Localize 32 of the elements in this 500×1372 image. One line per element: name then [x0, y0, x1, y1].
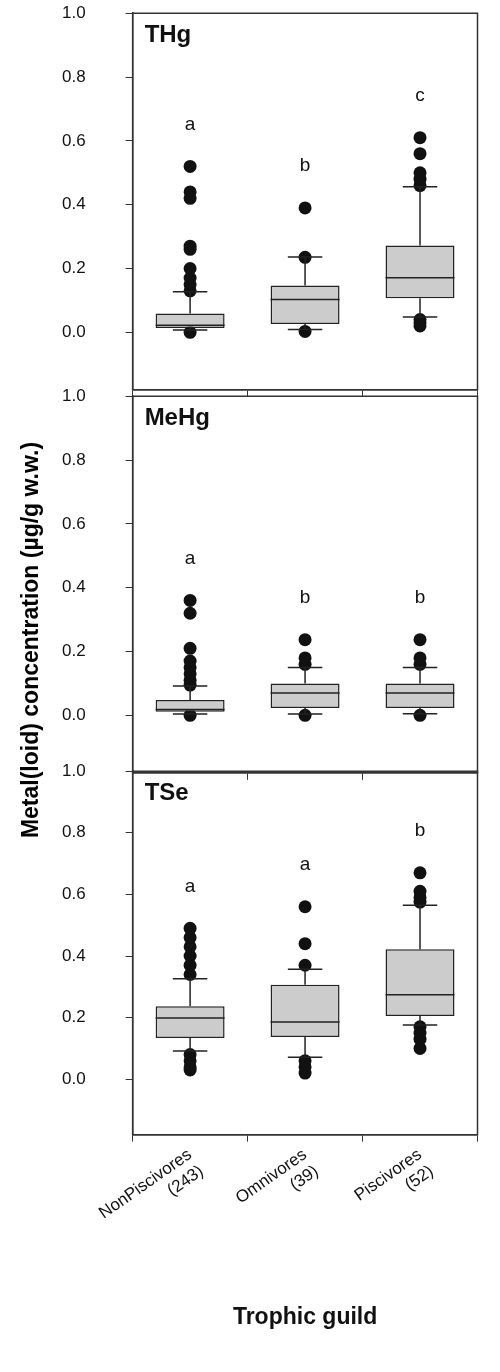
annotation: a — [299, 852, 311, 874]
annotation: b — [299, 154, 311, 176]
y-tick-label: 0.2 — [61, 258, 86, 278]
y-tick-label: 1.0 — [61, 760, 86, 780]
annotation: a — [184, 874, 196, 896]
y-tick-label: 0.2 — [61, 1007, 86, 1027]
y-axis-title: Metal(loid) concentration (µg/g w.w.) — [16, 441, 44, 839]
annotation: b — [414, 585, 426, 607]
chart-title: MeHg — [144, 402, 210, 430]
annotation: a — [184, 546, 196, 568]
chart-title: TSe — [144, 777, 189, 805]
y-tick-label: 0.2 — [61, 641, 86, 661]
annotation: b — [299, 585, 311, 607]
annotation: a — [184, 112, 196, 134]
annotation: c — [415, 83, 425, 105]
y-tick-label: 0.4 — [61, 577, 86, 597]
y-tick-label: 0.4 — [61, 194, 86, 214]
y-tick-label: 0.8 — [61, 822, 86, 842]
x-axis-title: Trophic guild — [232, 1302, 378, 1329]
y-tick-label: 0.0 — [61, 322, 86, 342]
y-tick-label: 0.6 — [61, 513, 86, 533]
y-tick-label: 0.0 — [61, 1068, 86, 1088]
y-tick-label: 1.0 — [61, 385, 86, 405]
y-tick-label: 0.6 — [61, 130, 86, 150]
y-tick-label: 1.0 — [61, 2, 86, 22]
y-tick-label: 0.8 — [61, 66, 86, 86]
annotation: b — [414, 819, 426, 841]
y-tick-label: 0.8 — [61, 449, 86, 469]
y-tick-label: 0.6 — [61, 884, 86, 904]
y-tick-label: 0.4 — [61, 945, 86, 965]
y-tick-label: 0.0 — [61, 705, 86, 725]
chart-title: THg — [144, 19, 192, 47]
